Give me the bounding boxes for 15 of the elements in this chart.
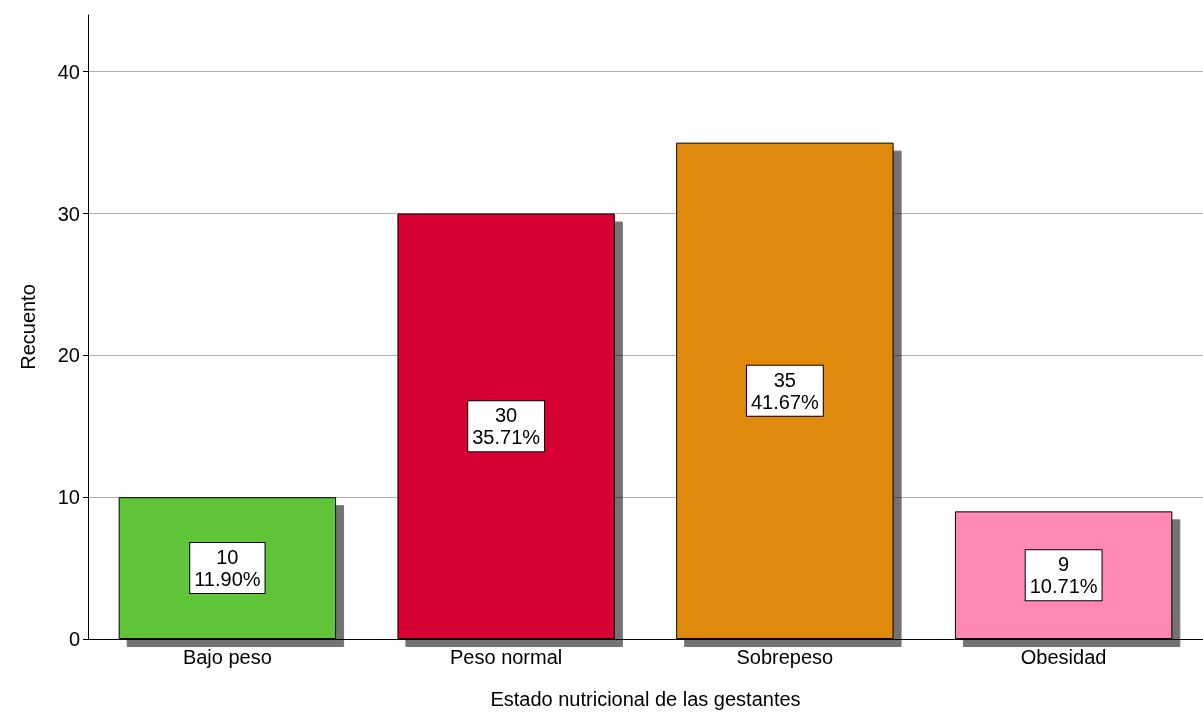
x-tick-label: Obesidad (1020, 646, 1107, 668)
data-label: 9 10.71% (1029, 553, 1098, 598)
data-label: 35 41.67% (750, 368, 819, 413)
y-tick-label: 20 (57, 344, 80, 367)
y-axis-title: Recuento (17, 284, 39, 370)
y-tick-label: 10 (57, 486, 80, 509)
x-axis-title: Estado nutricional de las gestantes (490, 688, 801, 710)
y-tick-label: 40 (57, 60, 80, 83)
x-tick-label: Bajo peso (182, 646, 272, 668)
y-tick-label: 0 (68, 628, 80, 650)
x-tick-label: Peso normal (449, 646, 563, 668)
data-label: 10 11.90% (194, 546, 261, 591)
x-tick-label: Sobrepeso (736, 646, 834, 668)
data-label: 30 35.71% (472, 404, 541, 449)
y-tick-label: 30 (57, 202, 80, 225)
